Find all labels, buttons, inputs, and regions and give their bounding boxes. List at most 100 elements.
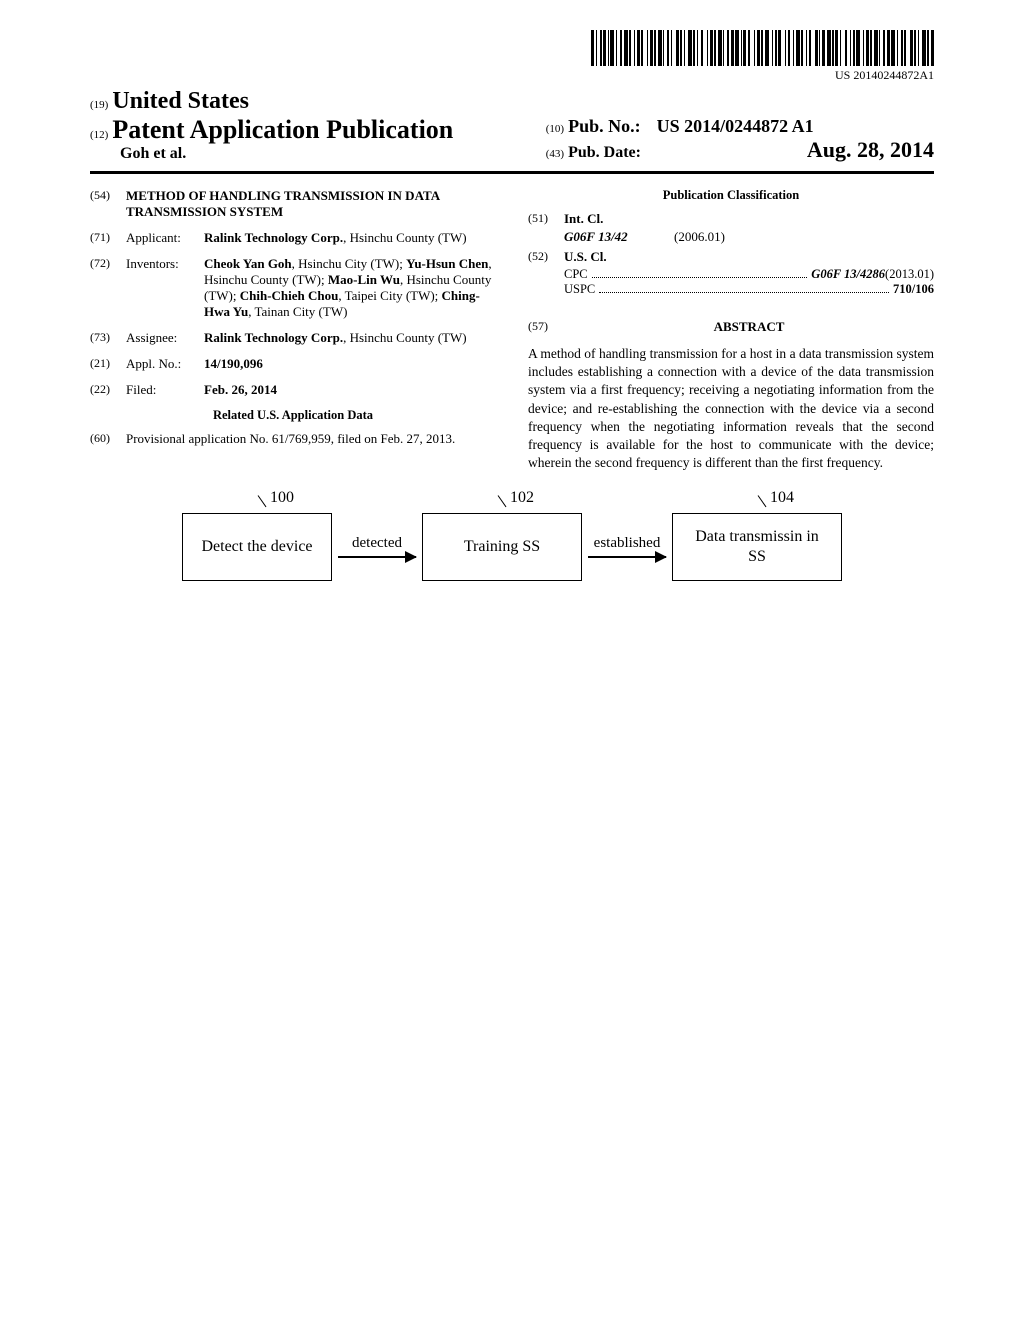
header-right: (10) Pub. No.: US 2014/0244872 A1 (43) P… [546, 88, 934, 163]
flowchart-box-1: Detect the device [182, 513, 332, 581]
filed-label: Filed: [126, 382, 204, 398]
country: United States [112, 88, 249, 114]
int-cl-row: G06F 13/42 (2006.01) [564, 229, 934, 245]
assignee-loc: , Hsinchu County (TW) [343, 330, 466, 345]
appl-no: 14/190,096 [204, 356, 496, 372]
arrow-icon [338, 556, 416, 558]
patent-page: US 20140244872A1 (19) United States (12)… [0, 0, 1024, 611]
assignee-name: Ralink Technology Corp. [204, 330, 343, 345]
appl-label: Appl. No.: [126, 356, 204, 372]
related-heading: Related U.S. Application Data [90, 408, 496, 423]
cpc-date: (2013.01) [885, 267, 934, 282]
flowchart-box-3: Data transmissin in SS [672, 513, 842, 581]
pub-date-row: (43) Pub. Date: Aug. 28, 2014 [546, 137, 934, 163]
country-row: (19) United States [90, 88, 546, 115]
patent-title: METHOD OF HANDLING TRANSMISSION IN DATA … [126, 188, 496, 220]
barcode: US 20140244872A1 [494, 30, 934, 83]
uspc-row: USPC 710/106 [564, 282, 934, 297]
barcode-region: US 20140244872A1 [90, 30, 934, 84]
inventors-list: Cheok Yan Goh, Hsinchu City (TW); Yu-Hsu… [204, 256, 496, 320]
inventors-code: (72) [90, 256, 126, 320]
flowchart-arrow-2: established [588, 535, 666, 558]
abstract-code: (57) [528, 319, 564, 335]
inventor-loc-4: , Tainan City (TW) [248, 304, 347, 319]
flowchart-arrow-1: detected [338, 535, 416, 558]
ref-102-text: 102 [510, 489, 534, 506]
ref-104: 104 [770, 489, 794, 507]
title-code: (54) [90, 188, 126, 220]
uspc-label: USPC [564, 282, 595, 297]
inventor-name-1: Yu-Hsun Chen [406, 256, 488, 271]
title-field: (54) METHOD OF HANDLING TRANSMISSION IN … [90, 188, 496, 220]
ref-100: 100 [270, 489, 294, 507]
appl-no-field: (21) Appl. No.: 14/190,096 [90, 356, 496, 372]
us-cl-field: (52) U.S. Cl. [528, 249, 934, 265]
ref-102: 102 [510, 489, 534, 507]
inventor-name-0: Cheok Yan Goh [204, 256, 292, 271]
authors: Goh et al. [90, 145, 546, 163]
uspc-val: 710/106 [893, 282, 934, 297]
pub-no-code: (10) [546, 123, 564, 135]
assignee-value: Ralink Technology Corp., Hsinchu County … [204, 330, 496, 346]
cpc-row: CPC G06F 13/4286 (2013.01) [564, 267, 934, 282]
cpc-val: G06F 13/4286 [811, 267, 885, 282]
country-code: (19) [90, 99, 108, 111]
pub-no: US 2014/0244872 A1 [657, 116, 814, 136]
abstract-heading-row: (57) ABSTRACT [528, 319, 934, 335]
arrow-2-label: established [594, 535, 661, 552]
pub-no-label: Pub. No.: [568, 116, 641, 136]
int-code: (51) [528, 211, 564, 227]
pub-no-row: (10) Pub. No.: US 2014/0244872 A1 [546, 116, 934, 137]
divider-rule [90, 171, 934, 174]
abstract-heading: ABSTRACT [564, 319, 934, 335]
arrow-1-label: detected [352, 535, 402, 552]
right-column: Publication Classification (51) Int. Cl.… [528, 188, 934, 473]
cpc-label: CPC [564, 267, 588, 282]
prov-code: (60) [90, 431, 126, 447]
ref-104-text: 104 [770, 489, 794, 506]
classification-heading: Publication Classification [528, 188, 934, 203]
assignee-field: (73) Assignee: Ralink Technology Corp., … [90, 330, 496, 346]
int-date: (2006.01) [674, 229, 725, 245]
dots-icon [599, 283, 889, 293]
inventor-name-3: Chih-Chieh Chou [240, 288, 339, 303]
int-cl-field: (51) Int. Cl. [528, 211, 934, 227]
appl-code: (21) [90, 356, 126, 372]
provisional-field: (60) Provisional application No. 61/769,… [90, 431, 496, 447]
filed-field: (22) Filed: Feb. 26, 2014 [90, 382, 496, 398]
inventor-loc-3: , Taipei City (TW); [338, 288, 438, 303]
pub-date-left: (43) Pub. Date: [546, 144, 641, 162]
int-label: Int. Cl. [564, 211, 934, 227]
doc-type: Patent Application Publication [112, 115, 453, 144]
applicant-code: (71) [90, 230, 126, 246]
pub-date: Aug. 28, 2014 [807, 137, 934, 163]
assignee-label: Assignee: [126, 330, 204, 346]
abstract-text: A method of handling transmission for a … [528, 345, 934, 473]
int-class: G06F 13/42 [564, 229, 674, 245]
inventor-loc-0: , Hsinchu City (TW); [292, 256, 403, 271]
flowchart-row: Detect the device detected Training SS e… [152, 513, 872, 581]
prov-text: Provisional application No. 61/769,959, … [126, 431, 496, 447]
pub-date-label: Pub. Date: [568, 144, 641, 161]
left-column: (54) METHOD OF HANDLING TRANSMISSION IN … [90, 188, 496, 473]
applicant-name: Ralink Technology Corp. [204, 230, 343, 245]
ref-100-text: 100 [270, 489, 294, 506]
arrow-icon [588, 556, 666, 558]
inventors-label: Inventors: [126, 256, 204, 320]
applicant-value: Ralink Technology Corp., Hsinchu County … [204, 230, 496, 246]
filed-code: (22) [90, 382, 126, 398]
applicant-label: Applicant: [126, 230, 204, 246]
inventors-field: (72) Inventors: Cheok Yan Goh, Hsinchu C… [90, 256, 496, 320]
doc-type-code: (12) [90, 129, 108, 141]
barcode-text: US 20140244872A1 [494, 68, 934, 83]
flowchart-diagram: 100 102 104 Detect the device detected T… [152, 513, 872, 581]
us-code: (52) [528, 249, 564, 265]
applicant-loc: , Hsinchu County (TW) [343, 230, 466, 245]
doc-type-row: (12) Patent Application Publication [90, 115, 546, 145]
filed-date: Feb. 26, 2014 [204, 382, 496, 398]
flowchart-box-2: Training SS [422, 513, 582, 581]
barcode-lines [494, 30, 934, 66]
pub-date-code: (43) [546, 148, 564, 160]
dots-icon [592, 268, 808, 278]
biblio-columns: (54) METHOD OF HANDLING TRANSMISSION IN … [90, 188, 934, 473]
